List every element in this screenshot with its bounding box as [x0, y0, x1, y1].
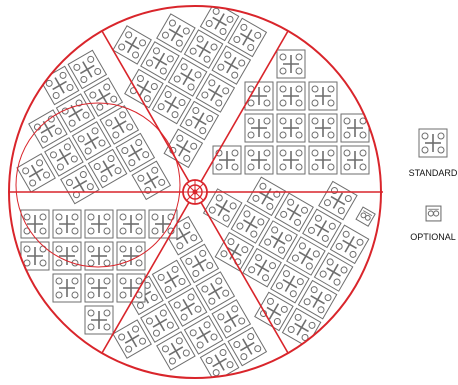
legend-optional-label: OPTIONAL	[410, 232, 456, 242]
standard-module	[276, 81, 306, 111]
standard-module	[148, 209, 178, 239]
standard-module	[276, 113, 306, 143]
optional-module	[355, 206, 376, 227]
optional-module-icon	[425, 205, 442, 222]
standard-module	[308, 145, 338, 175]
hub-icon	[182, 179, 208, 205]
sector-dividers	[9, 30, 383, 354]
standard-module	[116, 273, 146, 303]
standard-module	[116, 209, 146, 239]
standard-module	[308, 81, 338, 111]
standard-module	[84, 209, 114, 239]
standard-module	[276, 145, 306, 175]
legend: STANDARD OPTIONAL	[409, 128, 458, 242]
standard-module	[244, 81, 274, 111]
standard-module	[308, 113, 338, 143]
standard-module	[244, 145, 274, 175]
standard-module	[52, 273, 82, 303]
standard-module-icon	[418, 128, 448, 158]
standard-module	[276, 49, 306, 79]
inner-ring	[15, 102, 181, 268]
standard-module	[116, 241, 146, 271]
standard-module	[84, 305, 114, 335]
standard-module	[52, 209, 82, 239]
standard-module	[84, 273, 114, 303]
standard-module	[212, 145, 242, 175]
legend-standard-label: STANDARD	[409, 168, 458, 178]
standard-module	[20, 209, 50, 239]
standard-module	[340, 145, 370, 175]
standard-module	[244, 113, 274, 143]
